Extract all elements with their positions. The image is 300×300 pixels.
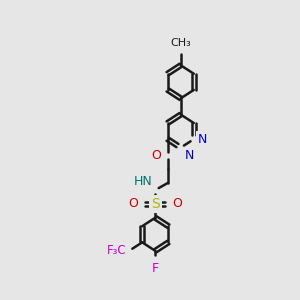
Text: HN: HN (134, 176, 152, 188)
Text: O: O (128, 197, 138, 210)
Text: F₃C: F₃C (106, 244, 126, 257)
Text: F: F (152, 262, 159, 275)
Text: O: O (172, 197, 182, 210)
Text: N: N (198, 133, 207, 146)
Text: S: S (151, 197, 160, 211)
Text: N: N (184, 149, 194, 162)
Text: O: O (152, 149, 161, 162)
Text: CH₃: CH₃ (170, 38, 191, 47)
